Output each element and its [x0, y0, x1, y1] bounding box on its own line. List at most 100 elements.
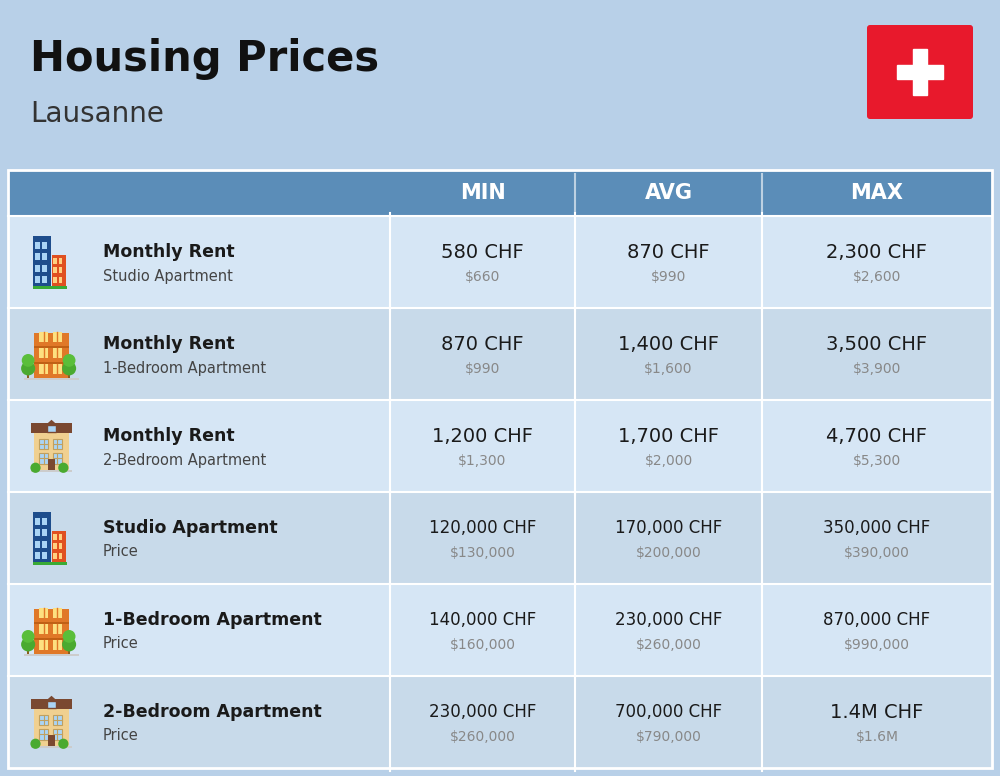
Polygon shape	[31, 699, 72, 708]
Bar	[53, 331, 62, 342]
Bar	[8, 492, 992, 584]
Text: AVG: AVG	[644, 183, 692, 203]
Text: Price: Price	[103, 729, 139, 743]
Text: $200,000: $200,000	[636, 546, 701, 560]
Bar	[33, 236, 51, 287]
Text: 2-Bedroom Apartment: 2-Bedroom Apartment	[103, 452, 266, 467]
Bar	[35, 529, 40, 536]
Bar	[53, 729, 62, 740]
Bar	[34, 622, 69, 624]
Text: $160,000: $160,000	[450, 638, 516, 652]
Circle shape	[63, 354, 76, 367]
Text: Price: Price	[103, 636, 139, 652]
Text: $5,300: $5,300	[853, 454, 901, 468]
Bar	[53, 639, 62, 650]
Bar	[34, 432, 69, 471]
Bar	[39, 364, 48, 374]
Bar	[8, 584, 992, 676]
Bar	[39, 624, 48, 634]
Text: 3,500 CHF: 3,500 CHF	[826, 334, 928, 354]
Bar	[39, 729, 48, 740]
Text: Housing Prices: Housing Prices	[30, 38, 379, 80]
Text: 120,000 CHF: 120,000 CHF	[429, 519, 536, 537]
Text: 700,000 CHF: 700,000 CHF	[615, 703, 722, 721]
FancyBboxPatch shape	[867, 25, 973, 119]
Bar	[53, 534, 57, 539]
Bar	[42, 518, 47, 525]
Bar	[33, 511, 51, 563]
Text: 170,000 CHF: 170,000 CHF	[615, 519, 722, 537]
Bar	[33, 562, 67, 565]
Bar	[59, 534, 62, 539]
Bar	[8, 400, 992, 492]
Text: 1-Bedroom Apartment: 1-Bedroom Apartment	[103, 611, 322, 629]
Bar	[59, 268, 62, 273]
Bar	[8, 170, 390, 216]
Text: Studio Apartment: Studio Apartment	[103, 519, 278, 537]
Bar	[42, 541, 47, 548]
Bar	[35, 552, 40, 559]
Bar	[35, 275, 40, 282]
Bar	[34, 333, 69, 379]
Bar	[59, 277, 62, 282]
Bar	[53, 438, 62, 449]
Bar	[47, 425, 56, 432]
Text: Monthly Rent: Monthly Rent	[103, 243, 235, 261]
Text: 230,000 CHF: 230,000 CHF	[615, 611, 722, 629]
Bar	[53, 277, 57, 282]
Bar	[42, 242, 47, 249]
Text: $660: $660	[465, 270, 500, 284]
Text: $2,600: $2,600	[853, 270, 901, 284]
Text: $990,000: $990,000	[844, 638, 910, 652]
Bar	[39, 453, 48, 463]
Bar	[34, 708, 69, 747]
Bar	[33, 286, 67, 289]
Bar	[39, 438, 48, 449]
Text: 2,300 CHF: 2,300 CHF	[826, 242, 928, 262]
Text: 2-Bedroom Apartment: 2-Bedroom Apartment	[103, 703, 322, 721]
Text: MAX: MAX	[850, 183, 904, 203]
Bar	[24, 379, 79, 380]
Text: Price: Price	[103, 545, 139, 559]
Text: 4,700 CHF: 4,700 CHF	[826, 427, 928, 445]
Text: Studio Apartment: Studio Apartment	[103, 268, 233, 283]
Bar	[35, 242, 40, 249]
Bar	[39, 608, 48, 618]
Bar	[47, 701, 56, 708]
Bar	[27, 371, 29, 379]
Bar	[53, 258, 57, 264]
Text: $990: $990	[651, 270, 686, 284]
Text: MIN: MIN	[460, 183, 505, 203]
Bar	[53, 364, 62, 374]
Circle shape	[22, 630, 35, 643]
Text: 1-Bedroom Apartment: 1-Bedroom Apartment	[103, 361, 266, 376]
Bar	[35, 265, 40, 272]
Bar	[42, 253, 47, 261]
Bar	[35, 518, 40, 525]
Bar	[39, 715, 48, 725]
Bar	[8, 308, 992, 400]
Bar	[59, 553, 62, 559]
Bar	[59, 543, 62, 549]
Bar	[35, 253, 40, 261]
Bar	[53, 553, 57, 559]
Text: $260,000: $260,000	[636, 638, 701, 652]
Bar	[39, 348, 48, 358]
Text: $790,000: $790,000	[636, 730, 701, 744]
Bar	[42, 265, 47, 272]
Circle shape	[58, 462, 68, 473]
Text: 350,000 CHF: 350,000 CHF	[823, 519, 931, 537]
Bar	[34, 345, 69, 348]
Bar	[53, 608, 62, 618]
Bar	[68, 647, 70, 655]
Bar	[53, 624, 62, 634]
Text: Monthly Rent: Monthly Rent	[103, 427, 235, 445]
Bar	[39, 331, 48, 342]
Text: $1.6M: $1.6M	[856, 730, 898, 744]
Text: $990: $990	[465, 362, 500, 376]
Text: $3,900: $3,900	[853, 362, 901, 376]
Polygon shape	[46, 420, 57, 425]
Bar	[42, 275, 47, 282]
Bar	[24, 654, 79, 656]
Circle shape	[21, 637, 35, 651]
